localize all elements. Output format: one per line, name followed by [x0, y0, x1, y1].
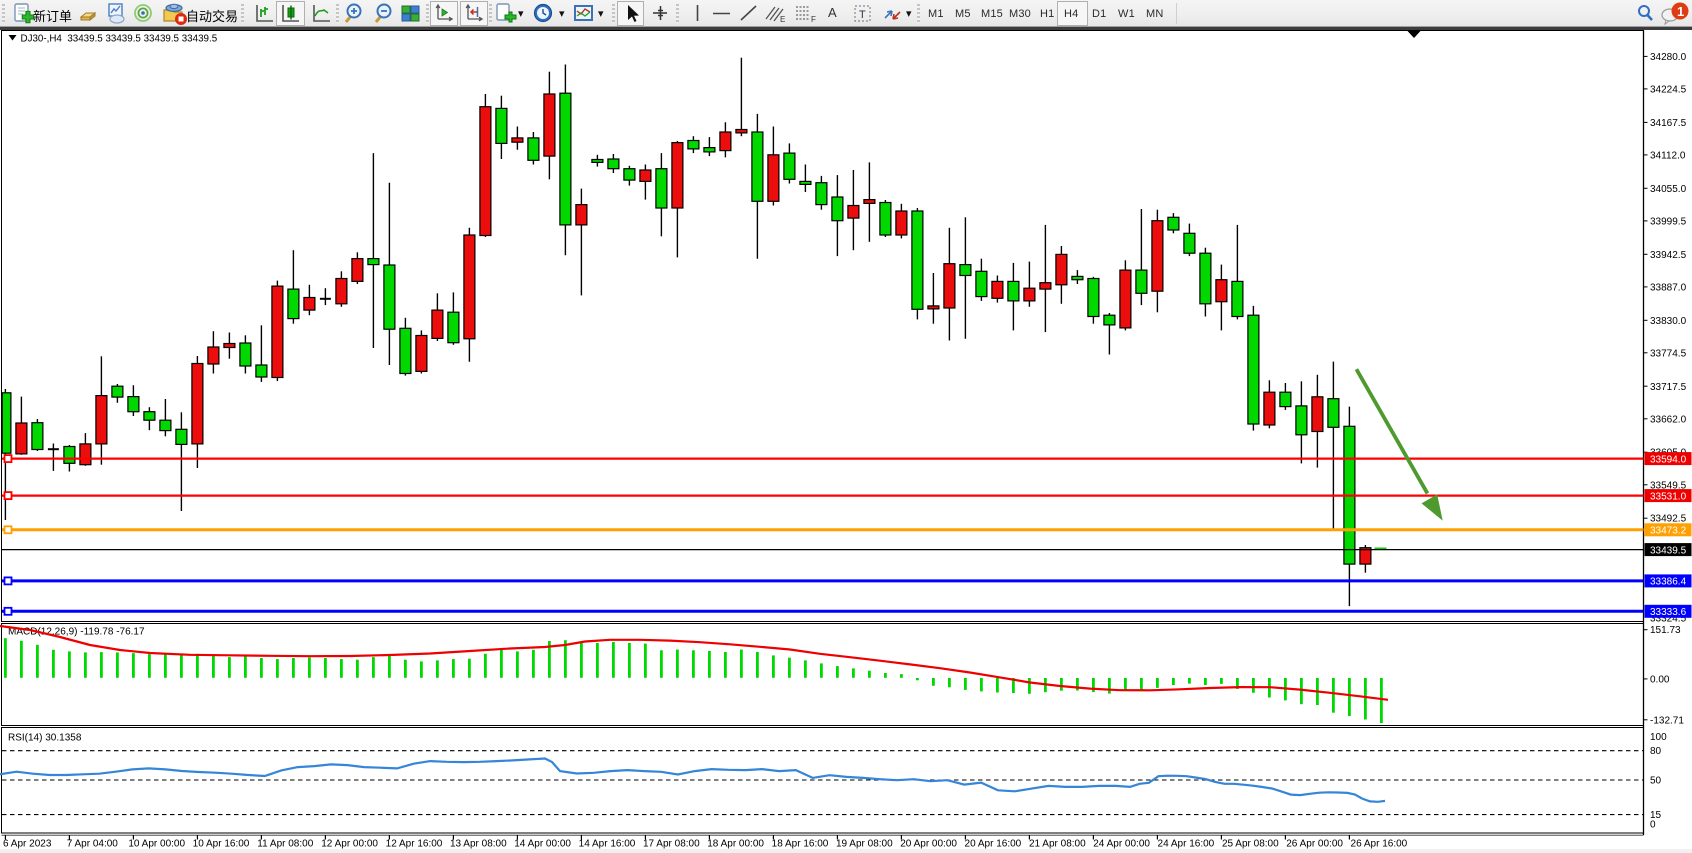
svg-text:33662.0: 33662.0: [1650, 414, 1687, 425]
svg-text:24 Apr 16:00: 24 Apr 16:00: [1158, 838, 1215, 849]
svg-text:0.00: 0.00: [1650, 674, 1670, 685]
svg-text:33887.0: 33887.0: [1650, 282, 1687, 293]
svg-text:MACD(12,26,9) -119.78 -76.17: MACD(12,26,9) -119.78 -76.17: [8, 627, 145, 638]
svg-text:33774.5: 33774.5: [1650, 348, 1687, 359]
svg-text:0: 0: [1650, 819, 1656, 830]
svg-text:12 Apr 16:00: 12 Apr 16:00: [386, 838, 443, 849]
svg-text:20 Apr 16:00: 20 Apr 16:00: [965, 838, 1022, 849]
svg-text:100: 100: [1650, 732, 1667, 743]
svg-text:12 Apr 00:00: 12 Apr 00:00: [321, 838, 378, 849]
svg-text:10 Apr 16:00: 10 Apr 16:00: [193, 838, 250, 849]
svg-text:33717.5: 33717.5: [1650, 382, 1687, 393]
svg-text:25 Apr 08:00: 25 Apr 08:00: [1222, 838, 1279, 849]
svg-text:18 Apr 00:00: 18 Apr 00:00: [707, 838, 764, 849]
svg-text:33333.6: 33333.6: [1650, 607, 1687, 618]
svg-text:RSI(14) 30.1358: RSI(14) 30.1358: [8, 733, 82, 744]
svg-text:11 Apr 08:00: 11 Apr 08:00: [257, 838, 313, 849]
svg-text:33324.5: 33324.5: [1650, 613, 1687, 624]
svg-text:19 Apr 08:00: 19 Apr 08:00: [836, 838, 893, 849]
svg-text:33473.2: 33473.2: [1650, 526, 1687, 537]
svg-text:T: T: [859, 9, 866, 21]
svg-text:33942.5: 33942.5: [1650, 250, 1687, 261]
svg-text:14 Apr 16:00: 14 Apr 16:00: [579, 838, 636, 849]
svg-text:F: F: [811, 15, 816, 24]
svg-text:24 Apr 00:00: 24 Apr 00:00: [1093, 838, 1150, 849]
svg-text:26 Apr 00:00: 26 Apr 00:00: [1286, 838, 1343, 849]
svg-text:6 Apr 2023: 6 Apr 2023: [3, 838, 52, 849]
svg-text:33492.5: 33492.5: [1650, 514, 1687, 525]
svg-text:15: 15: [1650, 810, 1662, 821]
svg-text:33999.5: 33999.5: [1650, 216, 1687, 227]
svg-text:10 Apr 00:00: 10 Apr 00:00: [128, 838, 185, 849]
svg-text:34055.0: 34055.0: [1650, 184, 1687, 195]
svg-text:26 Apr 16:00: 26 Apr 16:00: [1351, 838, 1408, 849]
svg-text:DJ30-,H4 33439.5 33439.5 3343: DJ30-,H4 33439.5 33439.5 33439.5 33439.5: [21, 34, 218, 45]
svg-text:18 Apr 16:00: 18 Apr 16:00: [772, 838, 829, 849]
svg-text:20 Apr 00:00: 20 Apr 00:00: [900, 838, 957, 849]
svg-text:34280.0: 34280.0: [1650, 52, 1687, 63]
svg-text:34224.5: 34224.5: [1650, 84, 1687, 95]
svg-text:7 Apr 04:00: 7 Apr 04:00: [67, 838, 119, 849]
svg-text:34112.0: 34112.0: [1650, 150, 1686, 161]
svg-text:17 Apr 08:00: 17 Apr 08:00: [643, 838, 700, 849]
svg-text:14 Apr 00:00: 14 Apr 00:00: [514, 838, 571, 849]
svg-text:34167.5: 34167.5: [1650, 118, 1687, 129]
svg-text:33594.0: 33594.0: [1650, 454, 1687, 465]
svg-text:-132.71: -132.71: [1650, 715, 1684, 726]
svg-text:33439.5: 33439.5: [1650, 545, 1687, 556]
svg-text:1: 1: [1677, 4, 1684, 19]
svg-text:E: E: [780, 15, 785, 24]
svg-text:33531.0: 33531.0: [1650, 491, 1687, 502]
svg-text:151.73: 151.73: [1650, 625, 1681, 636]
svg-text:80: 80: [1650, 746, 1662, 757]
svg-text:33549.5: 33549.5: [1650, 480, 1687, 491]
svg-text:21 Apr 08:00: 21 Apr 08:00: [1029, 838, 1086, 849]
svg-text:33386.4: 33386.4: [1650, 577, 1687, 588]
svg-text:50: 50: [1650, 776, 1662, 787]
svg-text:13 Apr 08:00: 13 Apr 08:00: [450, 838, 507, 849]
svg-text:33830.0: 33830.0: [1650, 316, 1687, 327]
